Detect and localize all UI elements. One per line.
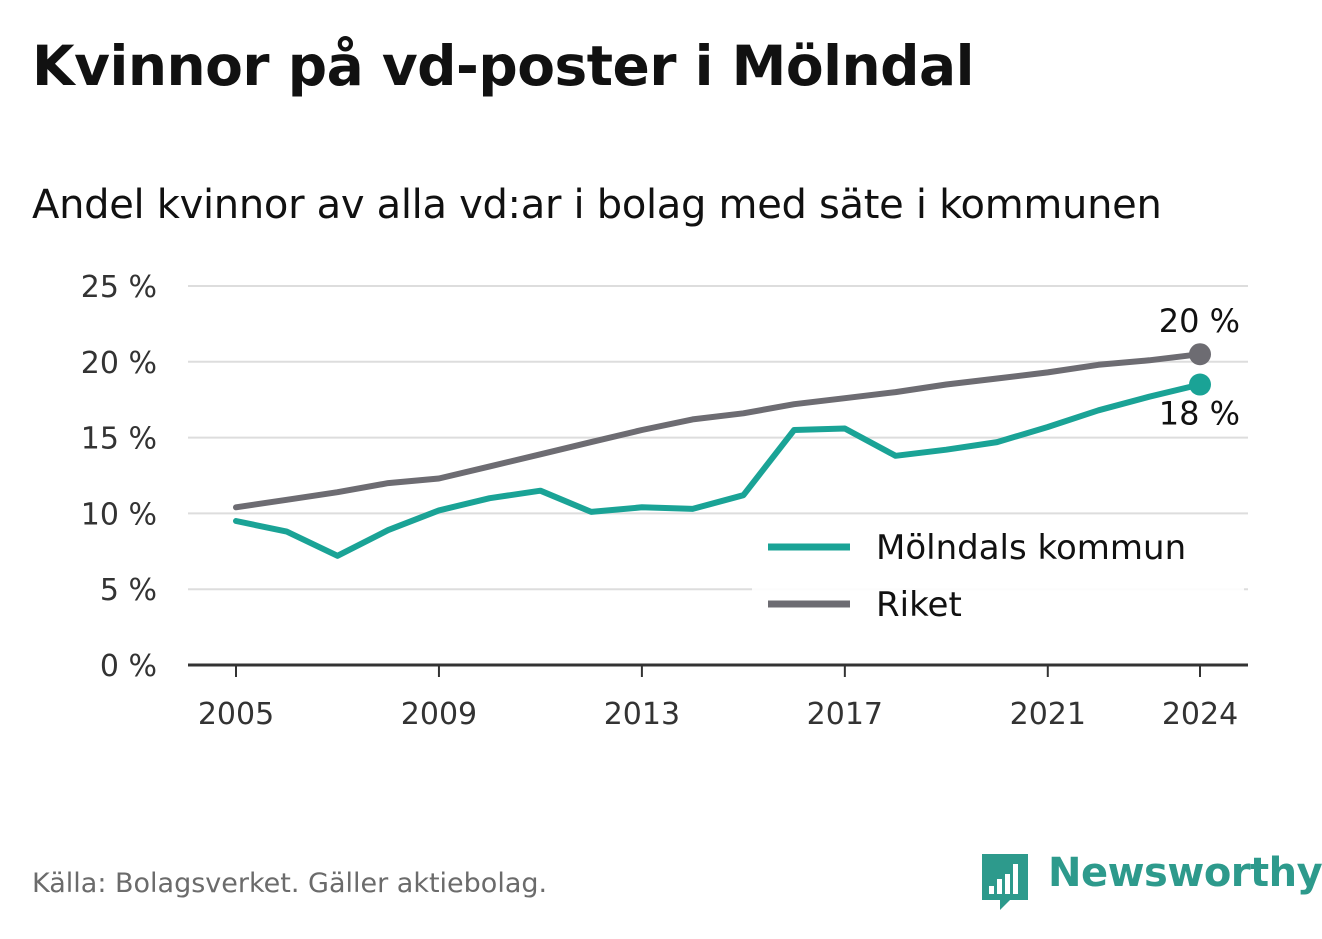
y-tick-label: 20 % <box>81 346 157 381</box>
series-line-molndal <box>233 381 1203 559</box>
x-tick-label: 2017 <box>807 697 883 732</box>
y-tick-label: 15 % <box>81 422 157 457</box>
x-tick-label: 2024 <box>1162 697 1238 732</box>
legend-box <box>752 518 1244 630</box>
end-marker <box>1189 343 1211 366</box>
y-tick-label: 0 % <box>100 649 157 684</box>
y-tick-label: 10 % <box>81 497 157 532</box>
y-tick-label: 25 % <box>81 270 157 305</box>
legend-label: Riket <box>876 585 962 625</box>
source-note: Källa: Bolagsverket. Gäller aktiebolag. <box>32 868 548 899</box>
y-tick-label: 5 % <box>100 573 157 608</box>
series-line-riket <box>233 351 1203 511</box>
end-marker <box>1189 373 1211 396</box>
end-label: 18 % <box>1159 395 1240 433</box>
x-tick-label: 2005 <box>198 697 274 732</box>
chart-title: Kvinnor på vd-poster i Mölndal <box>32 34 975 98</box>
chart-subtitle: Andel kvinnor av alla vd:ar i bolag med … <box>32 182 1162 228</box>
x-tick-label: 2013 <box>604 697 680 732</box>
x-tick-label: 2021 <box>1010 697 1086 732</box>
newsworthy-logo-icon <box>982 854 1028 910</box>
legend-label: Mölndals kommun <box>876 528 1186 568</box>
x-tick-label: 2009 <box>401 697 477 732</box>
end-label: 20 % <box>1159 302 1240 340</box>
brand-name: Newsworthy <box>1048 850 1322 896</box>
